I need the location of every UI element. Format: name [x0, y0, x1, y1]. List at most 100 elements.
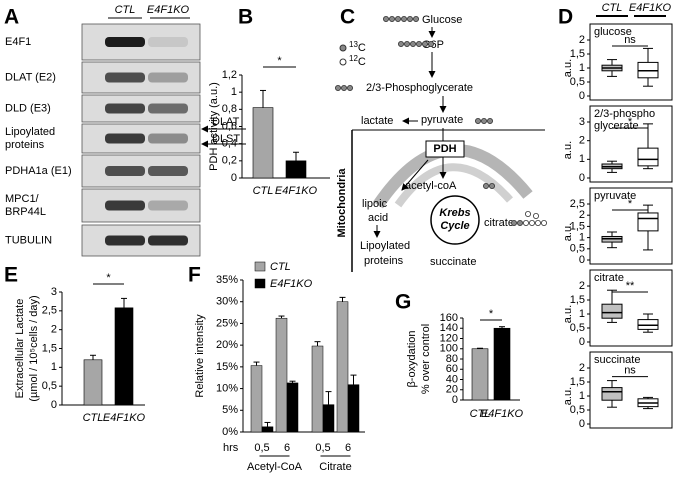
- x-tick-label: E4F1KO: [481, 408, 524, 420]
- y-tick-label: 25%: [216, 317, 238, 329]
- y-axis-label: (µmol / 10⁵cells / day): [28, 295, 40, 401]
- y-tick-label: 1: [579, 153, 585, 165]
- y-tick-label: 0: [579, 336, 585, 348]
- legend-marker: [339, 58, 347, 66]
- panel-label: F: [188, 264, 201, 287]
- y-tick-label: 0,2: [222, 155, 237, 167]
- subplot-title: glucose: [594, 26, 632, 38]
- y-tick-label: 100: [440, 343, 458, 355]
- row-label: DLAT (E2): [5, 71, 56, 83]
- y-tick-label: 60: [446, 363, 458, 375]
- significance: *: [628, 116, 633, 128]
- metabolite: citrate: [484, 217, 514, 229]
- blot-band: [105, 200, 145, 211]
- y-tick-label: 0: [231, 172, 237, 184]
- y-tick-label: 1,5: [570, 220, 585, 232]
- y-tick-label: 15%: [216, 361, 238, 373]
- plot-frame: [589, 187, 673, 265]
- cristae: [394, 163, 513, 208]
- legend-label: 13C: [349, 40, 366, 54]
- subplot-title: 2/3-phospho: [594, 108, 655, 120]
- y-tick-label: 160: [440, 312, 458, 324]
- carbon-bead: [482, 182, 489, 189]
- blot-band: [105, 103, 145, 114]
- y-tick-label: 3: [579, 116, 585, 128]
- legend-label: CTL: [270, 261, 291, 273]
- bar: [347, 384, 360, 433]
- blot-band: [105, 166, 145, 176]
- metabolite: lactate: [361, 115, 393, 127]
- box: [601, 387, 623, 401]
- carbon-bead: [525, 210, 532, 217]
- subplot-title: succinate: [594, 354, 640, 366]
- significance: ns: [624, 365, 636, 377]
- metabolite: pyruvate: [421, 114, 463, 126]
- significance: **: [626, 280, 635, 292]
- carbon-bead: [415, 41, 422, 48]
- y-tick-label: 0: [579, 418, 585, 430]
- metabolite: 2/3-Phosphoglycerate: [366, 82, 473, 94]
- isotope-mass: 12: [349, 54, 358, 63]
- carbon-bead: [406, 15, 413, 22]
- y-tick-label: 0: [51, 399, 57, 411]
- x-tick-label: CTL: [83, 412, 104, 424]
- y-tick-label: 2: [51, 324, 57, 336]
- panel-label: G: [395, 291, 411, 314]
- y-axis-label: a.u.: [562, 305, 574, 323]
- lane-label: E4F1KO: [147, 4, 190, 16]
- cycle-label: Cycle: [440, 220, 469, 232]
- y-axis-label: a.u.: [562, 387, 574, 405]
- y-tick-label: 1: [579, 232, 585, 244]
- y-tick-label: 1,2: [222, 69, 237, 81]
- y-tick-label: 1: [579, 62, 585, 74]
- carbon-bead: [346, 85, 353, 92]
- y-tick-label: 0%: [222, 426, 238, 438]
- blot-band: [148, 200, 188, 211]
- y-axis-label: Relative intensity: [194, 314, 206, 398]
- carbon-bead: [535, 219, 542, 226]
- bar: [250, 365, 263, 433]
- bar: [83, 359, 103, 406]
- y-tick-label: 2: [579, 362, 585, 374]
- significance: ns: [624, 34, 636, 46]
- x-axis-label: hrs: [223, 442, 239, 454]
- legend-label: 12C: [349, 54, 366, 68]
- carbon-bead: [488, 182, 495, 189]
- arrow-label: DLAT: [212, 116, 240, 128]
- carbon-bead: [529, 219, 536, 226]
- carbon-bead: [517, 219, 524, 226]
- carbon-bead: [382, 15, 389, 22]
- y-tick-label: 5%: [222, 404, 238, 416]
- box: [601, 303, 623, 319]
- significance: *: [106, 272, 111, 284]
- significance: *: [628, 198, 633, 210]
- carbon-bead: [394, 15, 401, 22]
- y-tick-label: 0,5: [570, 404, 585, 416]
- carbon-bead: [480, 118, 487, 125]
- blot-band: [105, 72, 145, 83]
- y-tick-label: 2: [579, 209, 585, 221]
- carbon-bead: [427, 41, 434, 48]
- y-tick-label: 1,5: [42, 342, 57, 354]
- y-tick-label: 1,5: [570, 294, 585, 306]
- row-label: DLD (E3): [5, 102, 51, 114]
- carbon-bead: [486, 118, 493, 125]
- carbon-bead: [409, 41, 416, 48]
- group-label: E4F1KO: [629, 2, 672, 14]
- y-tick-label: 0,5: [570, 322, 585, 334]
- y-tick-label: 0: [579, 90, 585, 102]
- y-axis-label: % over control: [420, 324, 432, 394]
- x-tick-label: E4F1KO: [275, 185, 318, 197]
- y-tick-label: 20: [446, 384, 458, 396]
- bar: [285, 160, 307, 179]
- krebs-cycle: [430, 195, 480, 245]
- carbon-bead: [421, 41, 428, 48]
- blot-band: [148, 166, 188, 176]
- bar: [114, 307, 134, 406]
- blot-band: [105, 37, 145, 47]
- y-tick-label: 0,6: [222, 120, 237, 132]
- arrow: [401, 159, 429, 191]
- legend-marker: [339, 44, 347, 52]
- y-tick-label: 1: [579, 390, 585, 402]
